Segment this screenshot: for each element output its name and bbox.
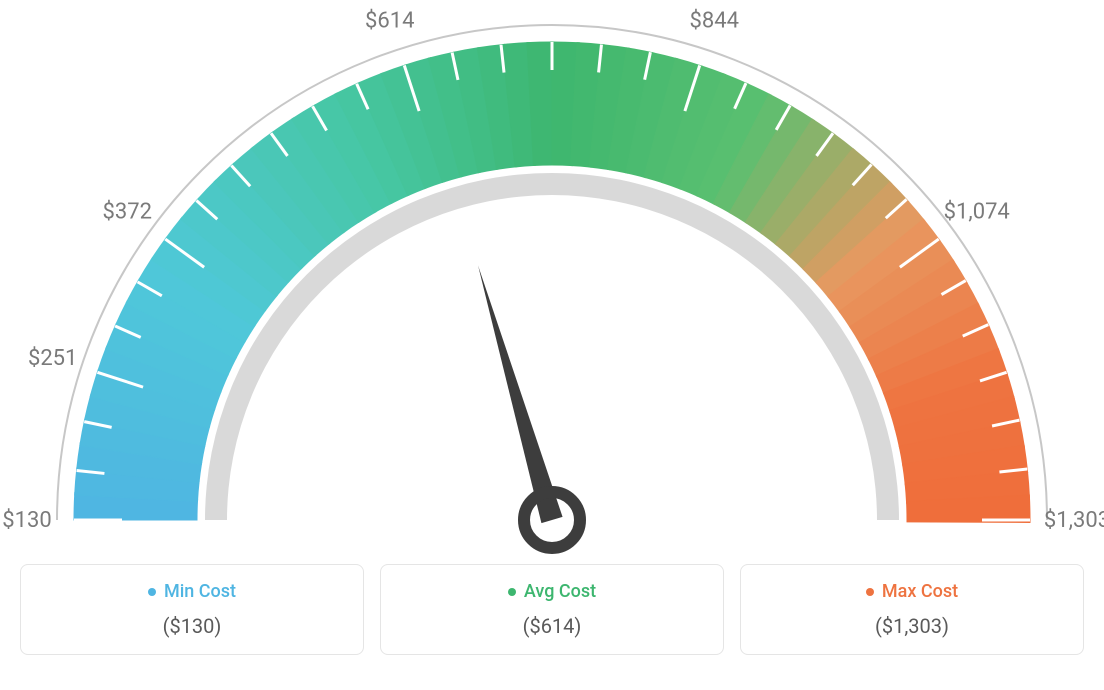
svg-text:$251: $251 [28, 346, 77, 371]
legend-label-row-avg: Avg Cost [508, 581, 596, 602]
legend-label-max: Max Cost [882, 581, 958, 602]
gauge-svg: $130 $251 $372 $614 $844 $1,074 $1,303 [0, 0, 1104, 560]
legend-card-avg: Avg Cost ($614) [380, 564, 724, 655]
legend-card-min: Min Cost ($130) [20, 564, 364, 655]
dot-icon [148, 588, 156, 596]
svg-text:$130: $130 [2, 508, 51, 533]
legend-label-avg: Avg Cost [524, 581, 596, 602]
gauge-chart: $130 $251 $372 $614 $844 $1,074 $1,303 [0, 0, 1104, 560]
legend-label-min: Min Cost [164, 581, 236, 602]
svg-text:$844: $844 [689, 9, 738, 34]
svg-text:$614: $614 [365, 9, 414, 34]
dot-icon [508, 588, 516, 596]
legend-row: Min Cost ($130) Avg Cost ($614) Max Cost… [0, 564, 1104, 655]
legend-value-avg: ($614) [523, 614, 582, 638]
dot-icon [866, 588, 874, 596]
legend-value-min: ($130) [163, 614, 222, 638]
legend-value-max: ($1,303) [875, 614, 949, 638]
svg-text:$372: $372 [103, 199, 152, 224]
legend-card-max: Max Cost ($1,303) [740, 564, 1084, 655]
legend-label-row-max: Max Cost [866, 581, 958, 602]
svg-text:$1,303: $1,303 [1044, 508, 1104, 533]
legend-label-row-min: Min Cost [148, 581, 236, 602]
svg-text:$1,074: $1,074 [944, 199, 1010, 224]
